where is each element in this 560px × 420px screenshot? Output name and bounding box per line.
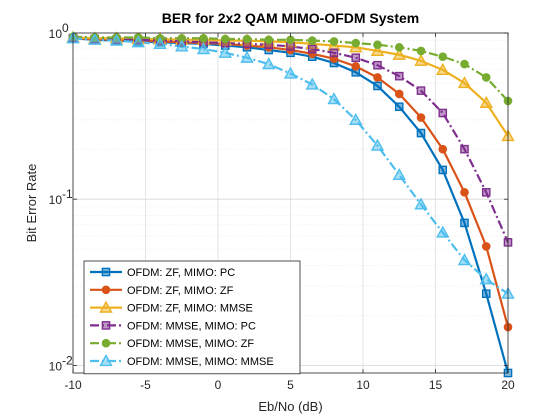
series-6-point <box>349 112 363 126</box>
series-2-point <box>373 73 382 82</box>
y-tick-label: 10 0 <box>49 21 69 41</box>
series-6-point <box>370 138 385 151</box>
series-1-point <box>416 128 426 138</box>
series-5-point <box>307 36 317 45</box>
series-4-point <box>416 86 426 95</box>
series-6-point <box>218 45 232 58</box>
series-2-point <box>351 62 361 71</box>
series-4-point <box>460 144 469 154</box>
series-5-point <box>351 38 361 48</box>
plot-markers <box>66 30 515 378</box>
series-6-point <box>240 50 254 63</box>
series-4-point <box>329 48 339 58</box>
series-3-point <box>479 95 493 108</box>
series-2-point <box>481 242 491 251</box>
series-3-point <box>414 53 428 66</box>
legend-marker-4 <box>101 321 111 330</box>
legend-label-4: OFDM: MMSE, MIMO: PC <box>127 320 256 332</box>
legend-marker-2 <box>101 285 111 295</box>
series-5-point <box>264 35 274 45</box>
series-6-point <box>327 92 341 105</box>
x-axis-title: Eb/No (dB) <box>258 399 322 414</box>
series-5-point <box>329 37 339 46</box>
legend-label-1: OFDM: ZF, MIMO: PC <box>127 267 235 279</box>
series-4-point <box>351 53 361 63</box>
y-tick-label-exponent: -1 <box>62 187 73 201</box>
series-5-point <box>199 33 208 43</box>
x-tick-label: -10 <box>64 378 82 392</box>
series-3-point <box>370 43 385 57</box>
x-tick-label: 10 <box>356 378 370 392</box>
legend-label-2: OFDM: ZF, MIMO: ZF <box>127 285 234 297</box>
series-5-point <box>460 59 469 69</box>
chart-title: BER for 2x2 QAM MIMO-OFDM System <box>162 10 419 26</box>
series-5-point <box>220 34 230 44</box>
series-4-point <box>481 188 491 197</box>
x-tick-label: 15 <box>429 378 443 392</box>
y-tick-label-base: 10 <box>49 193 63 207</box>
series-6-point <box>479 272 493 285</box>
legend-marker-5 <box>101 338 111 348</box>
series-1-point <box>373 81 382 91</box>
y-tick-label-exponent: -2 <box>62 353 73 367</box>
series-2-point <box>438 144 448 154</box>
series-3-point <box>392 47 406 60</box>
x-tick-labels: -10 -5 0 5 10 15 20 <box>64 378 515 392</box>
series-5-point <box>373 40 382 50</box>
series-1-point <box>438 165 448 175</box>
legend-label-6: OFDM: MMSE, MIMO: MMSE <box>127 356 274 368</box>
series-5-point <box>286 35 295 45</box>
series-6-point <box>305 77 319 90</box>
series-4-point <box>373 60 382 70</box>
series-1-point <box>481 289 491 299</box>
legend-marker-6 <box>99 354 113 367</box>
y-tick-label-exponent: 0 <box>62 21 69 35</box>
series-6-point <box>175 39 189 52</box>
series-2-point <box>394 89 404 99</box>
y-tick-label-base: 10 <box>49 359 63 373</box>
x-tick-label: 20 <box>501 378 515 392</box>
series-5-point <box>242 34 252 44</box>
series-6-point <box>436 225 450 238</box>
series-6-point <box>262 57 276 70</box>
series-6-point <box>283 66 298 79</box>
y-axis-title: Bit Error Rate <box>24 164 39 243</box>
legend: OFDM: ZF, MIMO: PC OFDM: ZF, MIMO: ZF OFDM… <box>83 260 301 375</box>
series-1-point <box>460 218 469 228</box>
series-6-point <box>392 167 406 181</box>
y-tick-label: 10 -1 <box>49 187 73 207</box>
series-3-point <box>436 62 450 75</box>
series-2-point <box>460 188 469 197</box>
series-6-point <box>131 35 145 48</box>
x-tick-label: -5 <box>140 378 151 392</box>
y-tick-label-base: 10 <box>49 27 63 41</box>
series-6-point <box>414 197 428 210</box>
x-tick-label: 5 <box>287 378 294 392</box>
series-5-point <box>438 52 448 62</box>
legend-box <box>83 260 301 375</box>
series-3-point <box>457 76 472 89</box>
series-6-point <box>457 253 472 266</box>
series-4-point <box>438 108 448 118</box>
series-6-point <box>153 36 167 49</box>
series-6-point <box>88 32 102 45</box>
x-tick-label: 0 <box>215 378 222 392</box>
legend-marker-1 <box>101 267 111 277</box>
series-6-point <box>109 33 124 46</box>
series-5-point <box>416 46 426 56</box>
legend-marker-3 <box>99 300 113 313</box>
legend-label-5: OFDM: MMSE, MIMO: ZF <box>127 338 254 350</box>
legend-label-3: OFDM: ZF, MIMO: MMSE <box>127 303 253 315</box>
series-1-point <box>394 102 404 112</box>
series-2-point <box>416 113 426 122</box>
series-5-point <box>481 73 491 82</box>
series-5-point <box>394 43 404 52</box>
series-4-point <box>307 44 317 54</box>
series-4-point <box>394 71 404 81</box>
series-6-point <box>196 42 211 55</box>
y-tick-label: 10 -2 <box>49 353 73 373</box>
